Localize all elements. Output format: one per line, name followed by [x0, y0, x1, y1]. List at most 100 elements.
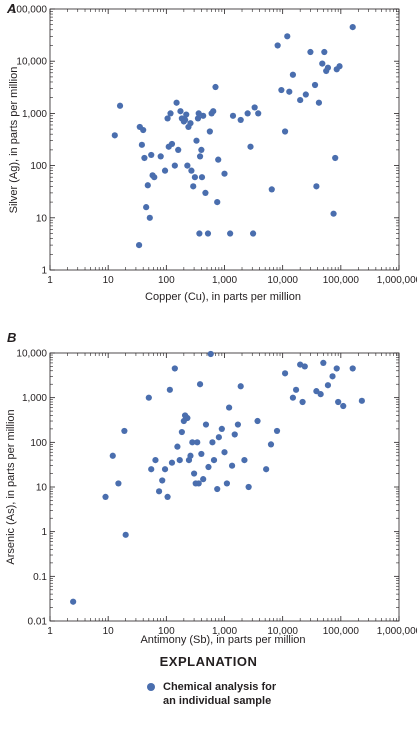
- chart0-data-point: [214, 198, 221, 206]
- chart0-data-point: [187, 120, 194, 127]
- chart1-x-axis-title: Antimony (Sb), in parts per million: [140, 634, 305, 646]
- chart0-data-point: [173, 99, 180, 106]
- chart0-data-point: [330, 210, 337, 217]
- chart0-data-point: [336, 63, 343, 70]
- chart0-data-point: [286, 88, 293, 95]
- chart1-data-point: [200, 476, 207, 483]
- chart1-data-point: [195, 480, 202, 487]
- chart0-data-point: [210, 108, 217, 115]
- chart0-x-tick-label: 1: [47, 275, 53, 286]
- chart0-data-point: [251, 104, 258, 111]
- chart0-data-point: [324, 64, 332, 71]
- chart0-data-point: [221, 170, 228, 177]
- legend-title: EXPLANATION: [159, 654, 258, 669]
- chart0-data-point: [193, 137, 200, 144]
- chart1-x-tick-label: 100,000: [323, 626, 360, 637]
- chart0-data-point: [349, 24, 356, 31]
- legend-entry: Chemical analysis for an individual samp…: [147, 680, 349, 708]
- chart1-data-point: [358, 397, 365, 404]
- chart1-data-point: [281, 370, 289, 377]
- chart1-data-point: [178, 428, 185, 436]
- chart1-y-tick-label: 10,000: [16, 349, 47, 360]
- chart1-data-point: [223, 480, 231, 487]
- chart1-y-tick-label: 0.01: [28, 617, 48, 628]
- chart1-data-point: [218, 425, 225, 432]
- chart0-y-tick-label: 100,000: [11, 5, 48, 16]
- chart1-x-tick-label: 1: [47, 626, 53, 637]
- chart0-data-point: [268, 186, 275, 193]
- chart1-data-point: [148, 466, 155, 473]
- chart0-data-point: [194, 115, 202, 122]
- chart0-x-tick-label: 10,000: [267, 275, 298, 286]
- chart1-data-point: [196, 381, 204, 388]
- chart0-data-point: [215, 156, 222, 163]
- chart1-data-point: [320, 359, 327, 367]
- chart1-data-point: [207, 350, 214, 358]
- chart0-data-point: [141, 154, 148, 162]
- chart1-data-point: [102, 493, 109, 501]
- chart0-data-point: [200, 112, 207, 119]
- chart1-data-point: [226, 404, 233, 411]
- chart1-data-point: [263, 466, 270, 473]
- chart1-data-point: [273, 427, 281, 435]
- chart1-data-point: [254, 417, 261, 425]
- chart1-data-point: [245, 483, 252, 491]
- chart0-data-point: [143, 204, 150, 211]
- chart1-x-tick-label: 100: [158, 626, 175, 637]
- chart1-data-point: [159, 477, 166, 484]
- chart0-data-point: [244, 110, 251, 117]
- chart1-data-point: [152, 457, 159, 464]
- chart0-data-point: [281, 128, 289, 135]
- chart0-y-tick-label: 1,000: [22, 109, 47, 120]
- chart0-data-point: [249, 230, 257, 237]
- chart0-data-point: [196, 153, 204, 160]
- chart0-y-tick-label: 1: [41, 266, 47, 277]
- chart1-data-point: [228, 462, 236, 469]
- chart0-data-point: [311, 81, 319, 89]
- chart0-data-point: [135, 241, 143, 249]
- chart1-data-point: [292, 386, 300, 393]
- chart0-data-point: [237, 116, 244, 124]
- chart0-data-point: [190, 183, 197, 190]
- chart1-data-point: [329, 373, 336, 380]
- chart0-y-tick-label: 10,000: [16, 57, 47, 68]
- chart1-data-point: [155, 488, 163, 495]
- chart0-data-point: [307, 48, 314, 56]
- chart1-x-tick-label: 10: [103, 626, 115, 637]
- chart1-data-point: [176, 457, 183, 464]
- chart1-data-point: [241, 457, 248, 464]
- chart1-data-point: [189, 439, 196, 446]
- chart0-data-point: [151, 174, 158, 181]
- chart1-data-point: [164, 493, 171, 501]
- chart0-data-point: [157, 153, 164, 160]
- chart1-data-point: [184, 414, 191, 422]
- chart1-data-point: [168, 459, 176, 466]
- chart0-data-point: [332, 154, 339, 162]
- chart1-data-point: [198, 450, 205, 458]
- chart0-data-point: [198, 174, 206, 181]
- chart1-x-tick-label: 10,000: [267, 626, 298, 637]
- chart0-data-point: [289, 71, 297, 78]
- legend: EXPLANATION Chemical analysis for an ind…: [0, 654, 417, 707]
- chart1-data-point: [267, 441, 275, 448]
- chart1-data-point: [187, 452, 194, 459]
- chart1-panel-label: B: [7, 330, 16, 345]
- chart1-data-point: [340, 402, 347, 410]
- chart0-plot-frame: [49, 8, 400, 271]
- chart-canvas: 1 10 100 1,000 10,000 100,000 1,000,0001101001…: [5, 1, 417, 646]
- chart1-x-tick-label: 1,000: [212, 626, 237, 637]
- chart1-data-point: [109, 452, 116, 459]
- chart0-data-point: [278, 86, 285, 94]
- chart1-data-point: [209, 439, 216, 446]
- chart1-data-point: [324, 382, 332, 389]
- chart0-data-point: [302, 91, 309, 98]
- chart0-y-tick-label: 100: [30, 161, 47, 172]
- chart1-data-point: [210, 457, 218, 464]
- chart1-data-point: [301, 363, 308, 370]
- chart0-data-point: [148, 151, 155, 159]
- chart1-data-point: [166, 386, 173, 393]
- chart0-panel: 1 10 100 1,000 10,000 100,000 1,000,000 1 10 100 1…: [6, 1, 417, 303]
- chart1-data-point: [317, 391, 324, 398]
- chart1-data-point: [171, 365, 178, 372]
- chart0-data-point: [313, 183, 320, 190]
